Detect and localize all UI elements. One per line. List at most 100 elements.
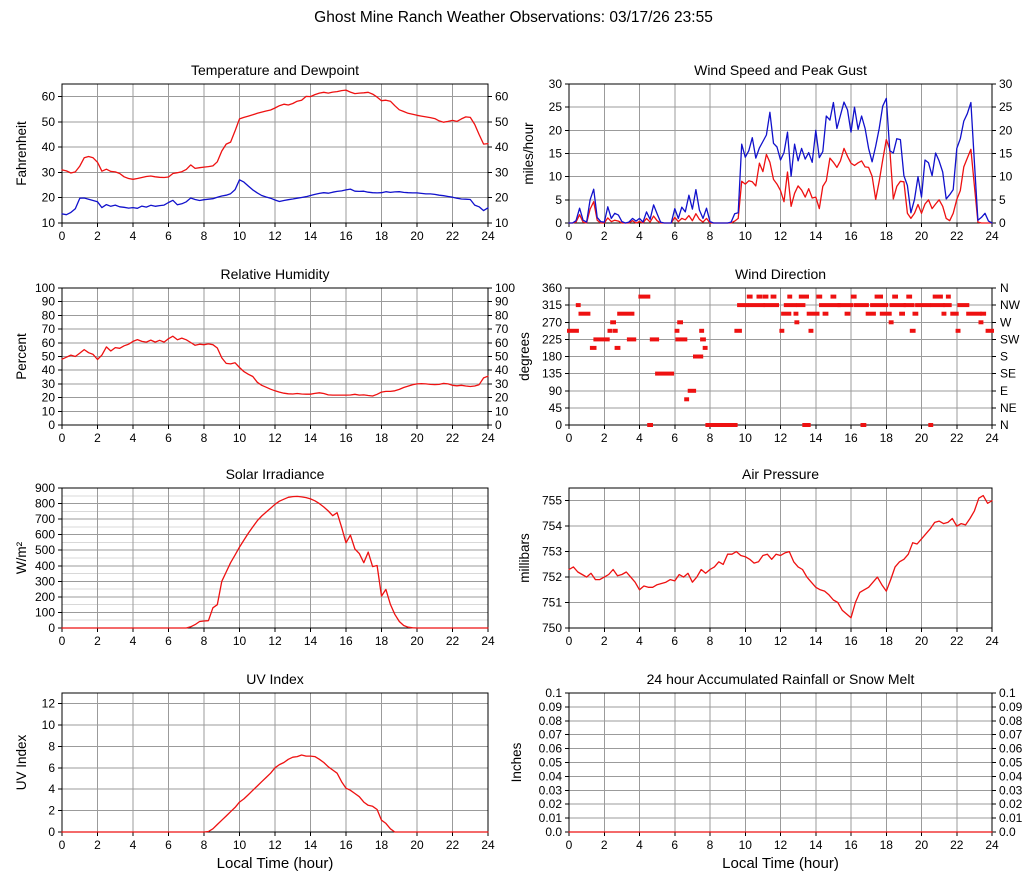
chart-rainfall: 24 hour Accumulated Rainfall or Snow Mel… — [509, 671, 1023, 872]
x-tick-label: 16 — [844, 838, 858, 852]
chart-relative-humidity: Relative Humidity01020304050607080901000… — [14, 266, 515, 445]
compass-label: E — [1000, 384, 1008, 398]
y-tick-label-right: 0.1 — [999, 686, 1016, 700]
wind-direction-dot — [674, 328, 680, 333]
y-tick-label-right: 30 — [495, 165, 509, 179]
x-tick-label: 22 — [950, 229, 964, 243]
y-tick-label-right: 0.01 — [999, 811, 1023, 825]
x-tick-label: 16 — [339, 229, 353, 243]
x-tick-label: 22 — [950, 634, 964, 648]
wind-direction-dot — [888, 320, 894, 325]
y-tick-label: 0.05 — [539, 756, 563, 770]
x-tick-label: 4 — [130, 431, 137, 445]
chart-title: UV Index — [246, 671, 304, 687]
x-tick-label: 22 — [950, 838, 964, 852]
compass-label: SW — [1000, 332, 1020, 346]
y-axis-label: Inches — [509, 742, 524, 782]
y-tick-label: 0 — [48, 825, 55, 839]
wind-direction-dot — [806, 311, 820, 316]
series-peak-gust — [568, 97, 993, 224]
x-tick-label: 14 — [809, 838, 823, 852]
x-tick-label: 12 — [774, 431, 788, 445]
wind-direction-dot — [955, 328, 961, 333]
y-tick-label: 20 — [549, 123, 563, 137]
wind-direction-dot — [930, 303, 945, 308]
wind-direction-dot — [614, 345, 621, 350]
y-tick-label: 100 — [35, 605, 55, 619]
x-tick-label: 8 — [707, 229, 714, 243]
x-tick-label: 14 — [809, 431, 823, 445]
series-pressure — [568, 494, 993, 619]
y-tick-label: 700 — [35, 512, 55, 526]
y-tick-label-right: 40 — [495, 140, 509, 154]
x-tick-label: 4 — [130, 634, 137, 648]
y-tick-label: 15 — [549, 147, 563, 161]
y-tick-label-right: 50 — [495, 115, 509, 129]
wind-direction-dot — [798, 294, 809, 299]
series-humidity — [61, 335, 489, 397]
wind-direction-dot — [822, 311, 829, 316]
y-tick-label: 10 — [42, 404, 56, 418]
x-tick-label: 24 — [985, 634, 999, 648]
compass-label: W — [1000, 315, 1012, 329]
wind-direction-dot — [700, 337, 706, 342]
x-tick-label: 18 — [375, 634, 389, 648]
y-tick-label: 2 — [48, 804, 55, 818]
y-tick-label: 225 — [542, 332, 562, 346]
y-tick-label: 400 — [35, 559, 55, 573]
x-tick-label: 10 — [739, 229, 753, 243]
y-tick-label-right: 0.08 — [999, 714, 1023, 728]
wind-direction-dot — [816, 294, 823, 299]
y-tick-label: 45 — [549, 401, 563, 415]
wind-direction-dot — [844, 311, 851, 316]
wind-direction-dot — [684, 397, 690, 402]
wind-direction-dot — [793, 311, 799, 316]
wind-direction-dot — [746, 294, 753, 299]
x-tick-label: 14 — [304, 634, 318, 648]
y-tick-label-right: 10 — [999, 170, 1013, 184]
y-tick-label-right: 90 — [495, 295, 509, 309]
x-tick-label: 18 — [880, 838, 894, 852]
chart-solar-irradiance: Solar Irradiance010020030040050060070080… — [14, 466, 495, 648]
y-tick-label: 0.07 — [539, 728, 563, 742]
x-tick-label: 0 — [566, 838, 573, 852]
wind-direction-dot — [626, 337, 637, 342]
wind-direction-dot — [770, 294, 777, 299]
x-tick-label: 20 — [410, 838, 424, 852]
wind-direction-dot — [638, 294, 651, 299]
wind-direction-dot — [957, 303, 970, 308]
x-tick-label: 14 — [304, 838, 318, 852]
wind-direction-dot — [945, 294, 951, 299]
x-tick-label: 20 — [410, 431, 424, 445]
y-tick-label-right: 0.09 — [999, 700, 1023, 714]
y-axis-label: Percent — [14, 333, 29, 380]
wind-direction-dot — [649, 337, 660, 342]
y-tick-label: 20 — [42, 191, 56, 205]
x-tick-label: 16 — [339, 838, 353, 852]
y-tick-label-right: 50 — [495, 350, 509, 364]
wind-direction-dot — [787, 294, 793, 299]
x-tick-label: 2 — [94, 229, 101, 243]
wind-direction-dot — [912, 311, 919, 316]
wind-direction-dot — [647, 423, 653, 427]
wind-direction-dot — [928, 423, 934, 427]
wind-direction-dot — [808, 328, 814, 333]
wind-direction-dot — [980, 311, 987, 316]
chart-title: Air Pressure — [742, 466, 819, 482]
wind-direction-dot — [687, 388, 697, 393]
x-tick-label: 14 — [809, 229, 823, 243]
x-tick-label: 4 — [636, 838, 643, 852]
wind-direction-dot — [779, 328, 785, 333]
y-tick-label: 0 — [48, 621, 55, 635]
y-tick-label: 180 — [542, 350, 562, 364]
wind-direction-dot — [853, 303, 869, 308]
x-tick-label: 2 — [601, 634, 608, 648]
wind-direction-dot — [879, 311, 892, 316]
wind-direction-dot — [796, 303, 806, 308]
x-tick-label: 20 — [410, 634, 424, 648]
chart-title: Temperature and Dewpoint — [191, 62, 359, 78]
wind-direction-dot — [575, 303, 581, 308]
wind-direction-dot — [819, 303, 841, 308]
